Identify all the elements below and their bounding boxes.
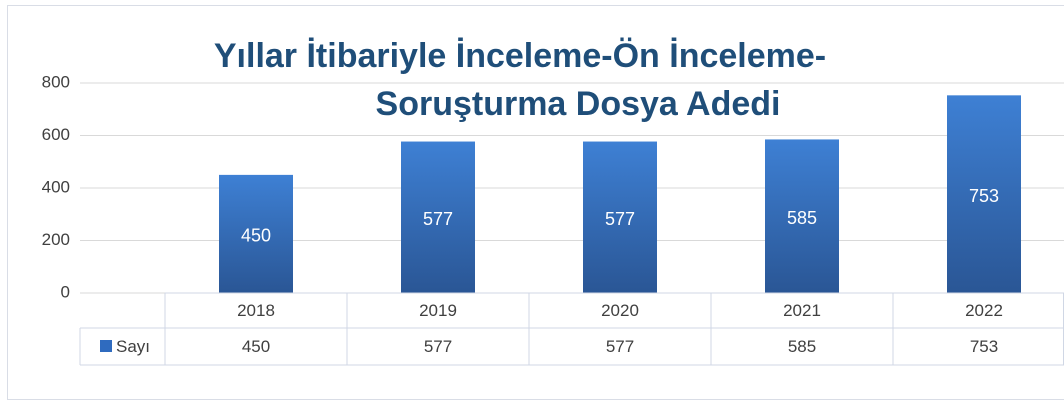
y-tick-label: 800 [42, 72, 70, 91]
x-tick-label: 2021 [783, 301, 821, 320]
bar [583, 141, 657, 293]
data-label: 450 [241, 226, 271, 246]
bar [219, 174, 293, 293]
legend-label: Sayı [116, 337, 150, 356]
y-tick-label: 0 [61, 282, 70, 301]
bar [947, 95, 1021, 294]
y-tick-label: 200 [42, 230, 70, 249]
table-value: 577 [606, 337, 634, 356]
table-value: 585 [788, 337, 816, 356]
data-label: 577 [605, 209, 635, 229]
data-label: 585 [787, 208, 817, 228]
y-tick-label: 400 [42, 177, 70, 196]
chart-title: Yıllar İtibariyle İnceleme-Ön İnceleme- [214, 37, 826, 75]
legend-key [100, 340, 112, 352]
bar [765, 139, 839, 293]
chart-title: Soruşturma Dosya Adedi [376, 85, 781, 123]
bar [401, 141, 475, 293]
y-tick-label: 600 [42, 125, 70, 144]
x-tick-label: 2022 [965, 301, 1003, 320]
chart-border [7, 5, 1064, 400]
x-tick-label: 2019 [419, 301, 457, 320]
table-value: 450 [242, 337, 270, 356]
table-value: 577 [424, 337, 452, 356]
data-label: 753 [969, 186, 999, 206]
x-tick-label: 2020 [601, 301, 639, 320]
x-tick-label: 2018 [237, 301, 275, 320]
table-value: 753 [970, 337, 998, 356]
data-label: 577 [423, 209, 453, 229]
